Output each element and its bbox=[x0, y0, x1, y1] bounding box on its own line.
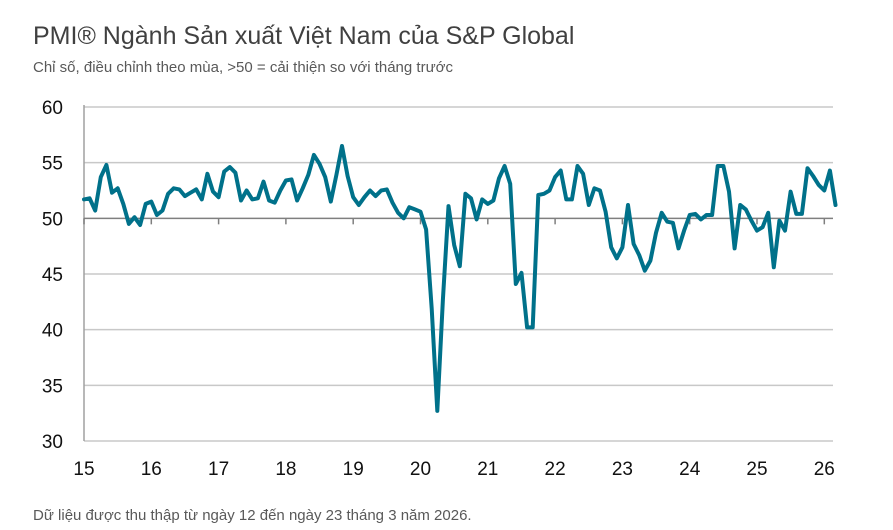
x-tick-label: 15 bbox=[73, 459, 94, 480]
x-tick-label: 23 bbox=[612, 459, 633, 480]
x-tick-label: 17 bbox=[208, 459, 229, 480]
y-tick-label: 40 bbox=[42, 321, 63, 342]
y-tick-label: 55 bbox=[42, 154, 63, 175]
x-tick-label: 18 bbox=[275, 459, 296, 480]
x-tick-label: 21 bbox=[477, 459, 498, 480]
y-tick-label: 50 bbox=[42, 209, 63, 230]
y-tick-label: 60 bbox=[42, 98, 63, 119]
y-tick-label: 30 bbox=[42, 432, 63, 453]
y-tick-label: 35 bbox=[42, 376, 63, 397]
x-tick-label: 26 bbox=[814, 459, 835, 480]
chart-subtitle: Chỉ số, điều chỉnh theo mùa, >50 = cải t… bbox=[33, 59, 453, 76]
y-tick-label: 45 bbox=[42, 265, 63, 286]
chart-title: PMI® Ngành Sản xuất Việt Nam của S&P Glo… bbox=[33, 22, 575, 50]
pmi-series-line bbox=[82, 144, 838, 413]
x-tick-label: 19 bbox=[343, 459, 364, 480]
footnote: Dữ liệu được thu thập từ ngày 12 đến ngà… bbox=[33, 507, 472, 524]
x-tick-label: 25 bbox=[746, 459, 767, 480]
x-tick-label: 16 bbox=[141, 459, 162, 480]
x-tick-label: 20 bbox=[410, 459, 431, 480]
x-tick-label: 22 bbox=[545, 459, 566, 480]
x-tick-label: 24 bbox=[679, 459, 701, 480]
